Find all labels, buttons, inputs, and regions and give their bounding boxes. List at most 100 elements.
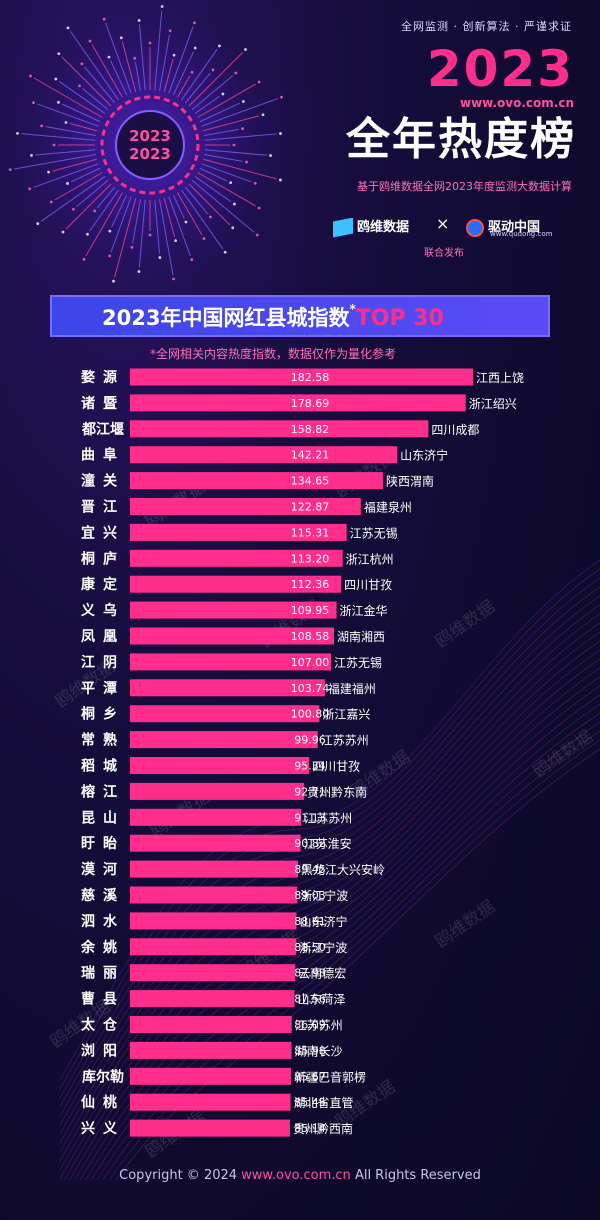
category-label: 江阴 xyxy=(81,654,125,671)
value-label: 103.74 xyxy=(291,682,330,695)
category-label: 兴义 xyxy=(81,1120,125,1137)
region-label: 黑龙江大兴安岭 xyxy=(301,862,385,877)
chart-title-banner: 2023年中国网红县城指数*TOP 30 xyxy=(50,295,550,337)
bar xyxy=(130,757,310,774)
bar xyxy=(130,523,347,541)
category-label: 瑞丽 xyxy=(81,965,125,982)
category-label: 诸暨 xyxy=(81,395,125,412)
region-label: 四川甘孜 xyxy=(312,760,360,774)
value-label: 122.87 xyxy=(291,501,330,514)
region-label: 云南德宏 xyxy=(298,966,346,981)
region-label: 江苏苏州 xyxy=(295,1019,343,1033)
category-label: 都江堰 xyxy=(81,421,124,438)
value-label: 99.96 xyxy=(294,734,326,747)
bar xyxy=(130,394,466,412)
region-label: 陕西渭南 xyxy=(386,474,434,489)
bar xyxy=(130,679,325,697)
category-label: 桐庐 xyxy=(81,550,125,567)
burst-year-top: 2023 xyxy=(129,127,171,145)
burst-year-bottom: 2023 xyxy=(129,145,171,163)
site-url: www.ovo.com.cn xyxy=(460,96,574,110)
value-label: 85.14 xyxy=(294,1122,326,1135)
region-label: 江苏苏州 xyxy=(321,734,369,748)
bar xyxy=(130,731,318,749)
category-label: 婺源 xyxy=(81,369,125,386)
value-label: 88.50 xyxy=(294,941,326,954)
value-label: 113.20 xyxy=(291,552,330,565)
category-label: 浏阳 xyxy=(81,1042,125,1059)
category-label: 榕江 xyxy=(81,783,125,800)
bar xyxy=(130,549,343,567)
value-label: 85.98 xyxy=(294,1044,326,1057)
category-label: 库尔勒 xyxy=(82,1068,124,1085)
region-label: 福建泉州 xyxy=(364,500,412,515)
category-label: 康定 xyxy=(81,576,125,593)
category-label: 晋江 xyxy=(81,499,125,516)
value-label: 89.03 xyxy=(294,889,326,902)
category-label: 泗水 xyxy=(81,913,125,930)
bar xyxy=(130,705,320,723)
region-label: 江西上饶 xyxy=(476,371,524,385)
value-label: 85.45 xyxy=(294,1096,326,1109)
partner-ovo: 鸥维数据 xyxy=(333,216,409,238)
value-label: 87.98 xyxy=(294,967,326,980)
category-label: 盱眙 xyxy=(81,835,125,852)
partner-qudong-url: www.qudong.com xyxy=(490,230,553,238)
value-label: 108.58 xyxy=(291,630,330,643)
category-label: 宜兴 xyxy=(81,524,125,541)
region-label: 湖南湘西 xyxy=(337,629,385,644)
chart-note: *全网相关内容热度指数，数据仅作为量化参考 xyxy=(150,347,397,361)
value-label: 90.82 xyxy=(294,837,326,850)
value-label: 91.13 xyxy=(294,811,326,824)
region-label: 山东济宁 xyxy=(400,448,448,463)
bar xyxy=(130,1119,290,1137)
bar xyxy=(130,1093,291,1111)
category-label: 漠河 xyxy=(81,861,125,878)
region-label: 江苏苏州 xyxy=(304,811,352,825)
value-label: 182.58 xyxy=(291,371,330,384)
value-label: 89.45 xyxy=(294,863,326,876)
category-label: 昆山 xyxy=(81,810,125,826)
value-label: 92.71 xyxy=(294,785,326,798)
region-label: 江苏无锡 xyxy=(350,525,398,540)
value-label: 142.21 xyxy=(291,449,330,462)
region-label: 浙江宁波 xyxy=(299,940,347,955)
bar xyxy=(130,627,334,645)
bar xyxy=(130,808,302,826)
value-label: 85.67 xyxy=(294,1070,326,1083)
value-label: 109.95 xyxy=(291,604,330,617)
value-label: 107.00 xyxy=(291,656,330,669)
category-label: 慈溪 xyxy=(81,887,125,904)
bar xyxy=(130,601,337,619)
category-label: 曹县 xyxy=(81,991,125,1008)
region-label: 浙江绍兴 xyxy=(469,397,517,411)
rights: All Rights Reserved xyxy=(354,1168,481,1183)
region-label: 浙江杭州 xyxy=(346,551,394,566)
category-label: 潼关 xyxy=(81,473,125,490)
bar xyxy=(130,938,297,956)
region-label: 四川成都 xyxy=(431,423,479,437)
bar xyxy=(130,1041,292,1059)
partner-qudong-label: 驱动中国 xyxy=(488,220,541,235)
category-label: 太仓 xyxy=(81,1017,125,1034)
value-label: 158.82 xyxy=(291,423,330,436)
category-label: 义乌 xyxy=(81,602,125,619)
category-label: 仙桃 xyxy=(81,1094,125,1111)
region-label: 湖南长沙 xyxy=(295,1043,343,1058)
footer: Copyright © 2024 www.ovo.com.cn All Righ… xyxy=(0,1168,600,1183)
ovo-logo-icon xyxy=(333,217,353,238)
bar xyxy=(130,834,301,852)
year-heading: 2023 xyxy=(426,40,574,98)
value-label: 95.34 xyxy=(294,760,326,773)
copyright: Copyright © 2024 xyxy=(119,1168,238,1183)
partner-ovo-label: 鸥维数据 xyxy=(357,220,410,235)
qudong-logo-icon xyxy=(466,218,484,237)
value-label: 100.80 xyxy=(291,708,330,721)
region-label: 山东菏泽 xyxy=(297,993,345,1007)
tagline: 全网监测 · 创新算法 · 严谨求证 xyxy=(401,20,572,33)
region-label: 四川甘孜 xyxy=(344,578,392,592)
bar xyxy=(130,912,297,930)
chart-title-top: TOP 30 xyxy=(355,306,444,331)
value-label: 87.56 xyxy=(294,993,326,1006)
